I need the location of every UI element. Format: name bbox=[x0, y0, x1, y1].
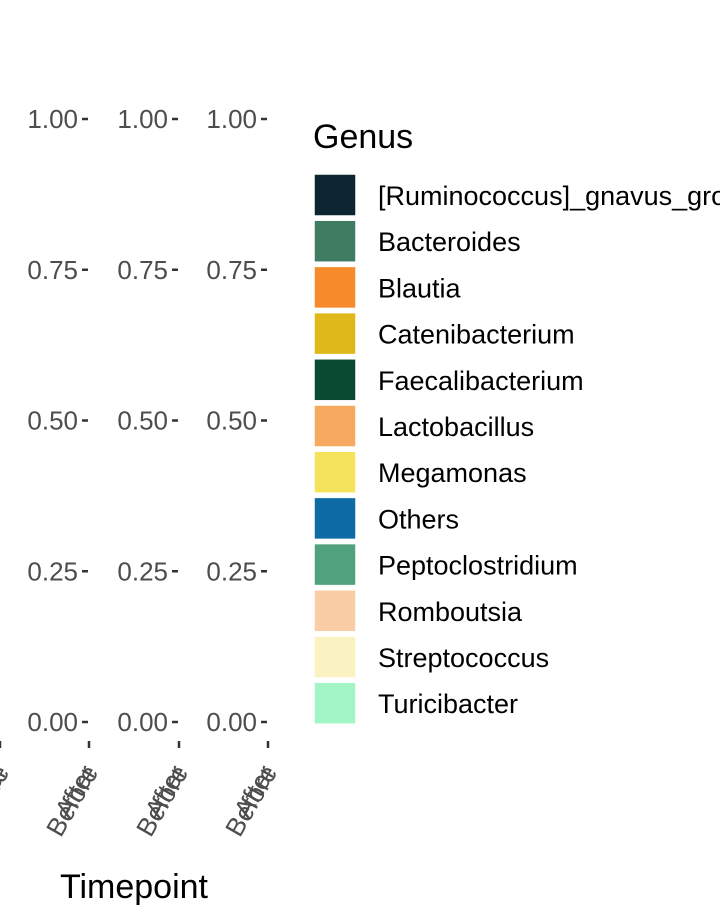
x-tick-label: Before bbox=[0, 760, 15, 841]
legend-swatch bbox=[313, 358, 357, 402]
legend: Genus [Ruminococcus]_gnavus_group Bactero… bbox=[313, 118, 720, 725]
x-tick-label: Before bbox=[40, 760, 104, 841]
legend-label: Megamonas bbox=[378, 458, 527, 488]
legend-swatch bbox=[313, 219, 357, 263]
legend-label: Bacteroides bbox=[378, 227, 521, 257]
legend-swatch bbox=[313, 265, 357, 310]
legend-swatch bbox=[313, 542, 357, 587]
legend-label: Others bbox=[378, 504, 459, 534]
y-tick-label: 1.00 bbox=[27, 104, 78, 134]
legend-label: Streptococcus bbox=[378, 643, 549, 673]
y-tick-label: 0.00 bbox=[206, 707, 257, 737]
y-tick-label: 0.25 bbox=[117, 556, 168, 586]
y-tick-label: 0.50 bbox=[206, 406, 257, 436]
legend-label: Faecalibacterium bbox=[378, 366, 584, 396]
legend-swatch bbox=[313, 311, 357, 356]
y-tick-label: 0.50 bbox=[117, 406, 168, 436]
legend-label: Romboutsia bbox=[378, 597, 523, 627]
y-tick-label: 0.00 bbox=[27, 707, 78, 737]
legend-label: Peptoclostridium bbox=[378, 551, 578, 581]
legend-swatch bbox=[313, 496, 357, 541]
y-tick-label: 0.75 bbox=[117, 255, 168, 285]
x-axis-title: Timepoint bbox=[60, 868, 209, 906]
legend-swatch bbox=[313, 173, 357, 217]
legend-label: [Ruminococcus]_gnavus_group bbox=[378, 181, 720, 211]
legend-swatch bbox=[313, 404, 357, 448]
y-axes: 0.00 0.25 0.50 0.75 1.00 0.00 0.25 0.50 0.75 1.00… bbox=[27, 104, 267, 737]
x-tick-label: Before bbox=[219, 760, 283, 841]
y-tick-label: 0.00 bbox=[117, 707, 168, 737]
y-tick-label: 0.75 bbox=[27, 255, 78, 285]
legend-swatch bbox=[313, 589, 357, 633]
y-tick-label: 1.00 bbox=[117, 104, 168, 134]
x-tick-label: Before bbox=[130, 760, 194, 841]
legend-label: Blautia bbox=[378, 273, 462, 303]
legend-swatch bbox=[313, 635, 357, 679]
legend-swatch bbox=[313, 450, 357, 494]
legend-swatch bbox=[313, 681, 357, 725]
y-tick-label: 1.00 bbox=[206, 104, 257, 134]
legend-label: Turicibacter bbox=[378, 689, 518, 719]
y-tick-label: 0.75 bbox=[206, 255, 257, 285]
legend-title: Genus bbox=[313, 118, 413, 156]
legend-label: Lactobacillus bbox=[378, 412, 534, 442]
y-tick-label: 0.25 bbox=[27, 556, 78, 586]
legend-label: Catenibacterium bbox=[378, 320, 575, 350]
y-tick-label: 0.25 bbox=[206, 556, 257, 586]
y-tick-label: 0.50 bbox=[27, 406, 78, 436]
